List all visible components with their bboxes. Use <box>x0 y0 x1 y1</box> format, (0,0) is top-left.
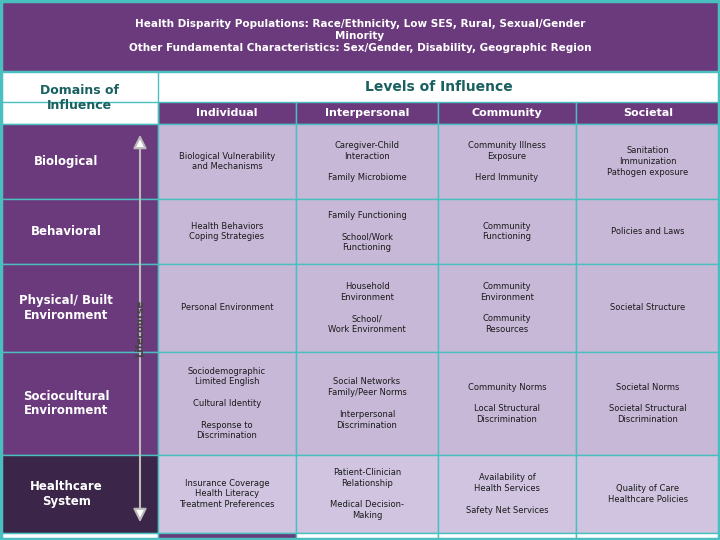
Bar <box>576 124 720 199</box>
Bar <box>576 102 720 124</box>
Text: Levels of Influence: Levels of Influence <box>365 80 513 94</box>
Text: Family Functioning

School/Work
Functioning: Family Functioning School/Work Functioni… <box>328 211 406 252</box>
Bar <box>296 199 438 264</box>
Bar <box>576 352 720 455</box>
Text: Interpersonal: Interpersonal <box>325 108 409 118</box>
Bar <box>576 455 720 533</box>
Text: Biological Vulnerability
and Mechanisms: Biological Vulnerability and Mechanisms <box>179 152 275 171</box>
Text: Caregiver-Child
Interaction

Family Microbiome: Caregiver-Child Interaction Family Micro… <box>328 141 406 182</box>
Text: Health Disparity Populations: Race/Ethnicity, Low SES, Rural, Sexual/Gender
Mino: Health Disparity Populations: Race/Ethni… <box>129 19 591 52</box>
Bar <box>438 455 576 533</box>
Bar <box>438 264 576 352</box>
Text: Insurance Coverage
Health Literacy
Treatment Preferences: Insurance Coverage Health Literacy Treat… <box>179 479 275 509</box>
Bar <box>158 455 296 533</box>
Text: Healthcare
System: Healthcare System <box>30 480 103 508</box>
Text: Community: Community <box>472 108 542 118</box>
Text: Patient-Clinician
Relationship

Medical Decision-
Making: Patient-Clinician Relationship Medical D… <box>330 468 404 520</box>
Text: Societal Norms

Societal Structural
Discrimination: Societal Norms Societal Structural Discr… <box>609 383 687 424</box>
Text: Personal Environment: Personal Environment <box>181 303 274 313</box>
Bar <box>158 352 296 455</box>
Bar <box>296 124 438 199</box>
Text: Community Illness
Exposure

Herd Immunity: Community Illness Exposure Herd Immunity <box>468 141 546 182</box>
Bar <box>296 352 438 455</box>
Bar <box>438 352 576 455</box>
Text: Quality of Care
Healthcare Policies: Quality of Care Healthcare Policies <box>608 484 688 504</box>
Text: Health Behaviors
Coping Strategies: Health Behaviors Coping Strategies <box>189 221 264 241</box>
Bar <box>438 199 576 264</box>
Text: Availability of
Health Services

Safety Net Services: Availability of Health Services Safety N… <box>466 474 549 515</box>
Text: Social Networks
Family/Peer Norms

Interpersonal
Discrimination: Social Networks Family/Peer Norms Interp… <box>328 377 406 429</box>
Bar <box>438 533 576 540</box>
Bar <box>0 455 158 533</box>
Text: Individual: Individual <box>197 108 258 118</box>
Bar <box>0 264 158 352</box>
Bar <box>158 102 296 124</box>
Bar <box>0 102 158 124</box>
Bar <box>576 199 720 264</box>
Text: Sanitation
Immunization
Pathogen exposure: Sanitation Immunization Pathogen exposur… <box>608 146 688 177</box>
Text: Sociodemographic
Limited English

Cultural Identity

Response to
Discrimination: Sociodemographic Limited English Cultura… <box>188 367 266 440</box>
Bar <box>576 264 720 352</box>
Text: Community
Functioning: Community Functioning <box>482 221 531 241</box>
Bar <box>158 264 296 352</box>
Text: Societal: Societal <box>623 108 673 118</box>
Bar <box>158 199 296 264</box>
Bar <box>0 352 158 455</box>
Text: Sociocultural
Environment: Sociocultural Environment <box>23 389 109 417</box>
Text: Biological: Biological <box>34 155 99 168</box>
Bar <box>438 102 576 124</box>
Text: Behavioral: Behavioral <box>31 225 102 238</box>
Bar <box>0 199 158 264</box>
Text: Lifecourse: Lifecourse <box>135 300 145 357</box>
Text: Community Norms

Local Structural
Discrimination: Community Norms Local Structural Discrim… <box>468 383 546 424</box>
Text: Community
Environment

Community
Resources: Community Environment Community Resource… <box>480 282 534 334</box>
Bar <box>438 124 576 199</box>
Bar <box>0 72 720 124</box>
Bar <box>296 533 438 540</box>
Text: Household
Environment

School/
Work Environment: Household Environment School/ Work Envir… <box>328 282 406 334</box>
Bar <box>296 455 438 533</box>
Bar <box>0 124 158 199</box>
Bar <box>296 102 438 124</box>
Bar <box>158 124 296 199</box>
Bar <box>0 0 720 72</box>
Text: Policies and Laws: Policies and Laws <box>611 227 685 236</box>
Bar <box>158 533 296 540</box>
Bar <box>576 533 720 540</box>
Text: Domains of
Influence: Domains of Influence <box>40 84 119 112</box>
Text: Societal Structure: Societal Structure <box>611 303 685 313</box>
Bar <box>296 264 438 352</box>
Bar <box>0 533 158 540</box>
Text: Physical/ Built
Environment: Physical/ Built Environment <box>19 294 113 322</box>
